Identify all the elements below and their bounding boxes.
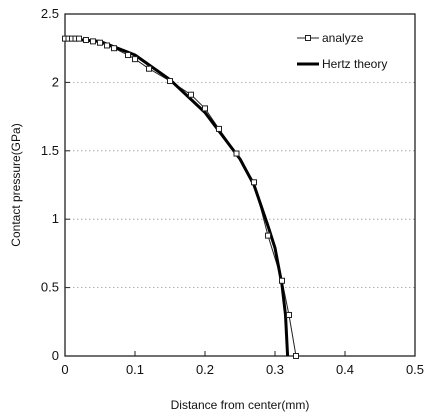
data-point-analyze [279,277,285,284]
y-tick-label: 2 [52,74,59,89]
y-tick-label: 0 [52,348,59,363]
data-point-analyze [90,38,96,45]
data-point-analyze [111,45,117,52]
data-point-analyze [202,105,208,112]
data-point-analyze [97,39,103,46]
axis-ticks: 0 0.5 1 1.5 2 2.5 0 0.1 0.2 0.3 0.4 0.5 [41,6,424,377]
data-point-analyze [146,65,152,72]
data-series [62,35,299,359]
legend-label-hertz-theory: Hertz theory [322,57,387,71]
y-tick-label: 2.5 [41,6,59,21]
data-point-analyze [125,52,131,59]
data-point-analyze [233,150,240,157]
data-point-analyze [76,35,82,42]
data-point-analyze [216,125,222,132]
y-tick-label: 0.5 [41,280,59,295]
legend-marker-analyze [305,35,311,41]
x-tick-label: 0.2 [196,362,214,377]
x-tick-label: 0.5 [406,362,424,377]
plot-frame [64,13,416,357]
data-point-analyze [293,353,299,359]
y-axis-title: Contact pressure(GPa) [9,123,23,246]
y-tick-label: 1 [52,211,59,226]
data-point-analyze [188,91,194,98]
legend-label-analyze: analyze [322,31,364,45]
data-point-analyze [132,56,138,63]
data-point-analyze [167,78,173,85]
data-point-analyze [251,179,257,186]
data-point-analyze [104,42,110,49]
legend: analyze Hertz theory [297,31,387,71]
x-tick-label: 0 [61,362,68,377]
x-axis-title: Distance from center(mm) [171,398,310,412]
x-tick-label: 0.3 [266,362,284,377]
data-point-analyze [83,36,89,43]
x-tick-label: 0.4 [336,362,354,377]
data-point-analyze [265,232,271,239]
data-point-analyze [286,311,292,318]
x-tick-label: 0.1 [126,362,144,377]
y-tick-label: 1.5 [41,143,59,158]
